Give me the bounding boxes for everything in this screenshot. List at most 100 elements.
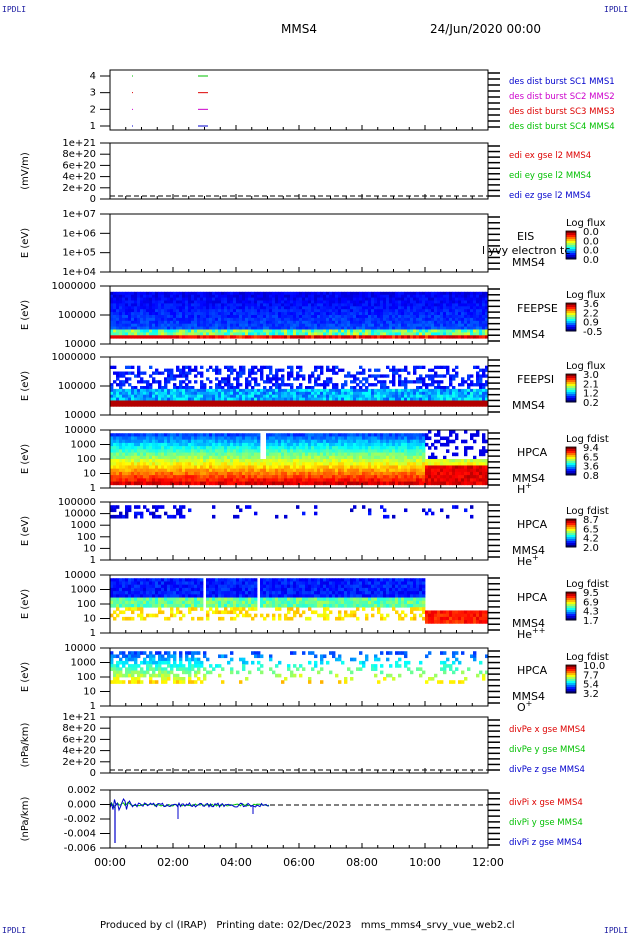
heatmap-cell bbox=[275, 321, 278, 324]
heatmap-cell bbox=[362, 453, 365, 457]
heatmap-cell bbox=[272, 309, 275, 312]
heatmap-cell bbox=[188, 443, 191, 447]
heatmap-cell bbox=[347, 472, 350, 476]
heatmap-cell bbox=[116, 395, 119, 398]
heatmap-cell bbox=[161, 478, 164, 482]
heatmap-cell bbox=[368, 449, 371, 453]
heatmap-cell bbox=[275, 312, 278, 315]
heatmap-cell bbox=[233, 478, 236, 482]
heatmap-cell bbox=[434, 395, 437, 398]
heatmap-cell bbox=[353, 398, 356, 401]
heatmap-cell bbox=[293, 395, 296, 398]
heatmap-cell bbox=[116, 332, 119, 335]
heatmap-cell bbox=[383, 330, 386, 333]
heatmap-cell bbox=[140, 475, 143, 479]
heatmap-cell bbox=[122, 392, 125, 395]
heatmap-cell bbox=[317, 472, 320, 476]
heatmap-cell bbox=[344, 453, 347, 457]
heatmap-cell bbox=[215, 446, 218, 450]
heatmap-cell bbox=[239, 330, 242, 333]
heatmap-cell bbox=[320, 443, 323, 447]
heatmap-cell bbox=[119, 462, 122, 466]
heatmap-cell bbox=[302, 324, 305, 327]
heatmap-cell bbox=[335, 318, 338, 321]
heatmap-cell bbox=[269, 366, 272, 369]
heatmap-cell bbox=[254, 469, 257, 473]
heatmap-cell bbox=[119, 433, 122, 437]
heatmap-cell bbox=[173, 292, 176, 295]
heatmap-cell bbox=[257, 309, 260, 312]
colorbar-tick-label: 0.0 bbox=[583, 255, 599, 266]
heatmap-cell bbox=[149, 383, 152, 386]
heatmap-cell bbox=[257, 446, 260, 450]
heatmap-cell bbox=[209, 309, 212, 312]
heatmap-cell bbox=[302, 472, 305, 476]
heatmap-cell bbox=[374, 433, 377, 437]
heatmap-cell bbox=[362, 312, 365, 315]
heatmap-cell bbox=[299, 369, 302, 372]
heatmap-cell bbox=[179, 403, 182, 406]
heatmap-cell bbox=[461, 301, 464, 304]
heatmap-cell bbox=[161, 292, 164, 295]
heatmap-cell bbox=[200, 327, 203, 330]
heatmap-cell bbox=[254, 309, 257, 312]
heatmap-cell bbox=[413, 372, 416, 375]
heatmap-cell bbox=[149, 321, 152, 324]
heatmap-cell bbox=[194, 443, 197, 447]
heatmap-cell bbox=[212, 478, 215, 482]
y-axis-label: E (eV) bbox=[20, 371, 31, 401]
heatmap-cell bbox=[449, 292, 452, 295]
heatmap-cell bbox=[335, 475, 338, 479]
heatmap-cell bbox=[254, 436, 257, 440]
heatmap-cell bbox=[140, 292, 143, 295]
heatmap-cell bbox=[401, 335, 404, 338]
heatmap-cell bbox=[374, 327, 377, 330]
heatmap-cell bbox=[470, 309, 473, 312]
heatmap-cell bbox=[371, 398, 374, 401]
heatmap-cell bbox=[218, 453, 221, 457]
heatmap-cell bbox=[269, 321, 272, 324]
heatmap-cell bbox=[272, 321, 275, 324]
heatmap-cell bbox=[167, 321, 170, 324]
heatmap-cell bbox=[185, 453, 188, 457]
heatmap-cell bbox=[332, 403, 335, 406]
heatmap-cell bbox=[125, 315, 128, 318]
heatmap-cell bbox=[338, 446, 341, 450]
heatmap-cell bbox=[176, 366, 179, 369]
heatmap-cell bbox=[332, 446, 335, 450]
heatmap-cell bbox=[431, 383, 434, 386]
heatmap-cell bbox=[299, 401, 302, 404]
heatmap-cell bbox=[362, 335, 365, 338]
heatmap-cell bbox=[125, 318, 128, 321]
heatmap-cell bbox=[386, 301, 389, 304]
heatmap-cell bbox=[176, 482, 179, 486]
heatmap-cell bbox=[272, 440, 275, 444]
heatmap-cell bbox=[380, 332, 383, 335]
heatmap-cell bbox=[224, 482, 227, 486]
heatmap-cell bbox=[344, 312, 347, 315]
heatmap-cell bbox=[329, 398, 332, 401]
heatmap-cell bbox=[410, 324, 413, 327]
heatmap-cell bbox=[374, 309, 377, 312]
heatmap-cell bbox=[434, 330, 437, 333]
heatmap-cell bbox=[362, 465, 365, 469]
heatmap-cell bbox=[299, 482, 302, 486]
heatmap-cell bbox=[317, 440, 320, 444]
heatmap-cell bbox=[110, 475, 113, 479]
heatmap-cell bbox=[353, 403, 356, 406]
heatmap-cell bbox=[419, 392, 422, 395]
heatmap-cell bbox=[326, 469, 329, 473]
heatmap-cell bbox=[152, 465, 155, 469]
heatmap-cell bbox=[473, 401, 476, 404]
heatmap-cell bbox=[137, 369, 140, 372]
heatmap-cell bbox=[161, 330, 164, 333]
heatmap-cell bbox=[449, 318, 452, 321]
heatmap-cell bbox=[347, 478, 350, 482]
heatmap-cell bbox=[236, 462, 239, 466]
heatmap-cell bbox=[191, 449, 194, 453]
heatmap-cell bbox=[278, 315, 281, 318]
heatmap-cell bbox=[449, 295, 452, 298]
heatmap-cell bbox=[350, 465, 353, 469]
heatmap-cell bbox=[296, 456, 299, 460]
heatmap-cell bbox=[122, 301, 125, 304]
